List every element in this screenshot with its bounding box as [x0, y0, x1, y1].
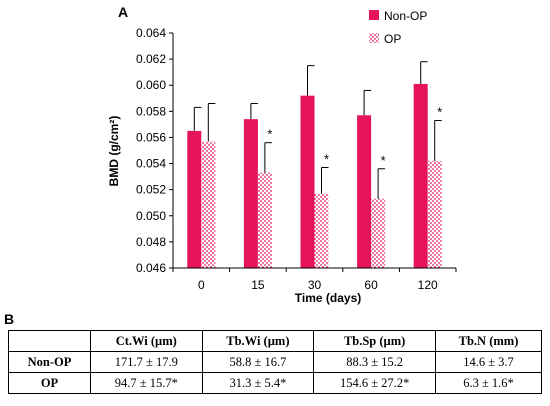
table-header-tb-wi: Tb.Wi (µm) — [201, 330, 315, 352]
table-header-tb-n: Tb.N (mm) — [435, 330, 542, 352]
x-axis-ticks: 0 15 30 60 120 — [172, 268, 457, 292]
y-axis-title: BMD (g/cm²) — [107, 116, 121, 187]
x-tick-label: 60 — [364, 278, 378, 292]
y-tick-label: 0.064 — [136, 26, 166, 40]
chart-legend: Non-OP OP — [369, 9, 427, 46]
table-header-row: Ct.Wi (µm) Tb.Wi (µm) Tb.Sp (µm) Tb.N (m… — [8, 330, 542, 352]
bar-op — [201, 141, 216, 268]
bar-group — [187, 83, 442, 269]
bmd-bar-chart: A 0.0460.0480.0500.0520.0540.0560.0580.0… — [107, 4, 457, 305]
table-header-ct-wi: Ct.Wi (µm) — [90, 330, 203, 352]
bar-non-op — [243, 119, 258, 269]
table-cell: 88.3 ± 15.2 — [313, 351, 437, 373]
x-axis-title: Time (days) — [295, 291, 361, 305]
panel-label-a: A — [118, 4, 128, 20]
row-label-op: OP — [8, 372, 91, 394]
significance-marker: * — [324, 151, 329, 166]
y-tick-label: 0.062 — [136, 52, 166, 66]
y-tick-label: 0.048 — [136, 235, 166, 249]
x-tick-label: 120 — [418, 278, 438, 292]
x-tick-label: 30 — [308, 278, 322, 292]
bar-non-op — [413, 83, 428, 269]
y-tick-label: 0.060 — [136, 78, 166, 92]
y-tick-label: 0.052 — [136, 183, 166, 197]
significance-group: * * * * — [267, 104, 442, 167]
table-cell: 6.3 ± 1.6* — [435, 372, 542, 394]
bar-op — [314, 193, 329, 268]
table-cell: 14.6 ± 3.7 — [435, 351, 542, 373]
legend-swatch-op — [369, 33, 379, 43]
bar-non-op — [187, 130, 202, 268]
table-header-tb-sp: Tb.Sp (µm) — [313, 330, 437, 352]
table-row: Non-OP 171.7 ± 17.9 58.8 ± 16.7 88.3 ± 1… — [8, 351, 542, 373]
bar-op — [257, 172, 272, 268]
table-row: OP 94.7 ± 15.7* 31.3 ± 5.4* 154.6 ± 27.2… — [8, 372, 542, 394]
bar-op — [427, 160, 442, 268]
morphometry-table: Ct.Wi (µm) Tb.Wi (µm) Tb.Sp (µm) Tb.N (m… — [8, 330, 542, 394]
x-tick-label: 15 — [251, 278, 265, 292]
legend-label-op: OP — [384, 32, 401, 46]
y-tick-label: 0.046 — [136, 261, 166, 275]
y-tick-label: 0.056 — [136, 130, 166, 144]
y-tick-label: 0.054 — [136, 157, 166, 171]
table-cell: 154.6 ± 27.2* — [313, 372, 437, 394]
bar-op — [371, 198, 386, 268]
legend-swatch-non-op — [369, 10, 379, 20]
table-cell: 31.3 ± 5.4* — [201, 372, 315, 394]
bar-non-op — [300, 95, 315, 269]
significance-marker: * — [437, 104, 442, 119]
table-cell: 58.8 ± 16.7 — [201, 351, 315, 373]
table-cell: 171.7 ± 17.9 — [90, 351, 203, 373]
table-header-corner — [8, 330, 91, 352]
y-axis-ticks: 0.046 0.048 0.050 0.052 0.054 0.056 0.058 0.060… — [136, 26, 173, 275]
row-label-non-op: Non-OP — [8, 351, 91, 373]
y-tick-label: 0.058 — [136, 104, 166, 118]
legend-label-non-op: Non-OP — [384, 9, 427, 23]
significance-marker: * — [267, 127, 272, 142]
error-bar-group — [193, 61, 442, 199]
x-tick-label: 0 — [198, 278, 205, 292]
panel-label-b: B — [4, 311, 15, 327]
y-tick-label: 0.050 — [136, 209, 166, 223]
significance-marker: * — [381, 153, 386, 168]
morphometry-table-wrap: Ct.Wi (µm) Tb.Wi (µm) Tb.Sp (µm) Tb.N (m… — [8, 330, 542, 394]
bar-non-op — [357, 115, 372, 268]
table-cell: 94.7 ± 15.7* — [90, 372, 203, 394]
